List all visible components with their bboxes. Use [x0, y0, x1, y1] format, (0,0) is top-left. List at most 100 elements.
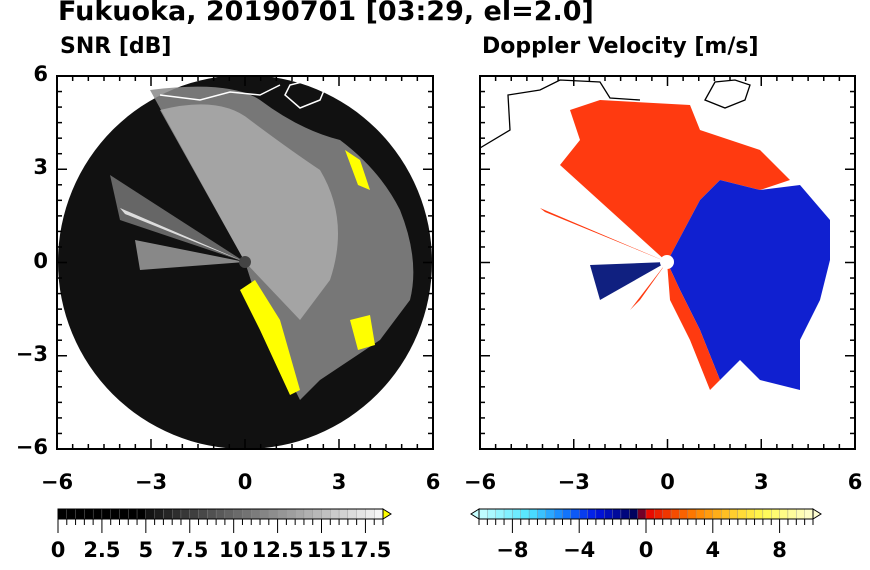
colorbar-swatch — [595, 508, 605, 520]
colorbar-swatch — [84, 508, 94, 520]
snr-colorbar-label: 15 — [306, 538, 337, 562]
colorbar-swatch — [172, 508, 182, 520]
x-tick-label: 6 — [847, 470, 863, 494]
colorbar-swatch — [347, 508, 357, 520]
colorbar-swatch — [771, 508, 780, 520]
colorbar-swatch — [729, 508, 739, 520]
colorbar-extend-min — [470, 508, 480, 520]
colorbar-swatch — [787, 508, 797, 520]
colorbar-swatch — [487, 508, 496, 520]
colorbar-swatch — [277, 508, 287, 520]
x-tick-label: 3 — [331, 470, 347, 494]
colorbar-swatch — [338, 508, 349, 520]
doppler-colorbar-label: −4 — [563, 538, 596, 562]
colorbar-swatch — [712, 508, 722, 520]
colorbar-swatch — [654, 508, 663, 520]
x-tick-label: −6 — [40, 470, 74, 494]
colorbar-swatch — [512, 508, 521, 520]
colorbar-swatch — [207, 508, 217, 520]
snr-colorbar-label: 17.5 — [339, 538, 392, 562]
colorbar-swatch — [242, 508, 252, 520]
colorbar-swatch — [537, 508, 546, 520]
doppler-coastline — [480, 79, 641, 149]
x-tick-label: 6 — [425, 470, 441, 494]
colorbar-swatch — [629, 508, 638, 520]
colorbar-swatch — [695, 508, 705, 520]
colorbar-swatch — [804, 508, 814, 520]
colorbar-swatch — [321, 508, 331, 520]
colorbar-swatch — [251, 508, 261, 520]
colorbar-swatch — [779, 508, 789, 520]
y-tick-label: −3 — [15, 341, 48, 366]
colorbar-swatch — [645, 508, 655, 520]
doppler-colorbar-label: 0 — [638, 538, 654, 562]
colorbar-swatch — [215, 508, 226, 520]
snr-colorbar-label: 2.5 — [83, 538, 121, 562]
colorbar-swatch — [303, 508, 313, 520]
snr-beam — [120, 208, 245, 262]
doppler-colorbar-label: 4 — [705, 538, 721, 562]
doppler-approaching-echo — [560, 100, 790, 262]
colorbar-swatch — [163, 508, 173, 520]
colorbar-extend-max — [812, 508, 822, 520]
x-tick-label: 3 — [753, 470, 769, 494]
colorbar-swatch — [259, 508, 269, 520]
snr-colorbar-frame — [57, 508, 384, 520]
colorbar-swatch — [330, 508, 340, 520]
colorbar-swatch — [365, 508, 375, 520]
colorbar-swatch — [268, 508, 278, 520]
colorbar-swatch — [92, 508, 103, 520]
snr-saturated-edge — [240, 280, 300, 395]
colorbar-swatch — [520, 508, 530, 520]
snr-colorbar-label: 5 — [138, 538, 154, 562]
colorbar-swatch — [687, 508, 697, 520]
x-tick-label: −3 — [134, 470, 168, 494]
colorbar-swatch — [110, 508, 120, 520]
colorbar-swatch — [562, 508, 572, 520]
snr-coastline — [159, 84, 281, 101]
colorbar-extend-max — [382, 508, 392, 520]
colorbar-swatch — [374, 508, 384, 520]
snr-colorbar-label: 0 — [50, 538, 66, 562]
colorbar-swatch — [679, 508, 688, 520]
colorbar-swatch — [721, 508, 730, 520]
colorbar-swatch — [136, 508, 146, 520]
colorbar-swatch — [762, 508, 772, 520]
colorbar-swatch — [796, 508, 805, 520]
colorbar-swatch — [545, 508, 555, 520]
colorbar-swatch — [737, 508, 747, 520]
y-tick-label: 3 — [33, 155, 48, 180]
colorbar-swatch — [495, 508, 505, 520]
snr-sector-wsw — [135, 240, 245, 270]
colorbar-swatch — [554, 508, 563, 520]
x-tick-label: 0 — [660, 470, 675, 494]
colorbar-swatch — [189, 508, 199, 520]
y-tick-label: −6 — [15, 435, 48, 459]
colorbar-swatch — [180, 508, 190, 520]
colorbar-swatch — [637, 508, 647, 520]
colorbar-swatch — [119, 508, 129, 520]
colorbar-swatch — [503, 508, 513, 520]
snr-image — [58, 76, 432, 449]
x-tick-label: 0 — [237, 470, 253, 494]
colorbar-swatch — [145, 508, 155, 520]
x-tick-label: −6 — [463, 470, 497, 494]
colorbar-swatch — [356, 508, 366, 520]
doppler-colorbar-label: 8 — [772, 538, 787, 562]
doppler-receding-echo — [667, 180, 830, 390]
x-tick-label: −3 — [557, 470, 590, 494]
colorbar-swatch — [579, 508, 588, 520]
figure-title: Fukuoka, 20190701 [03:29, el=2.0] — [58, 0, 594, 27]
colorbar-swatch — [570, 508, 580, 520]
colorbar-swatch — [128, 508, 138, 520]
colorbar-swatch — [620, 508, 630, 520]
y-tick-label: 6 — [33, 62, 48, 86]
colorbar-swatch — [612, 508, 622, 520]
colorbar-swatch — [286, 508, 296, 520]
snr-panel-title: SNR [dB] — [60, 34, 172, 59]
colorbar-swatch — [57, 508, 67, 520]
colorbar-swatch — [587, 508, 597, 520]
snr-colorbar-label: 7.5 — [171, 538, 209, 562]
